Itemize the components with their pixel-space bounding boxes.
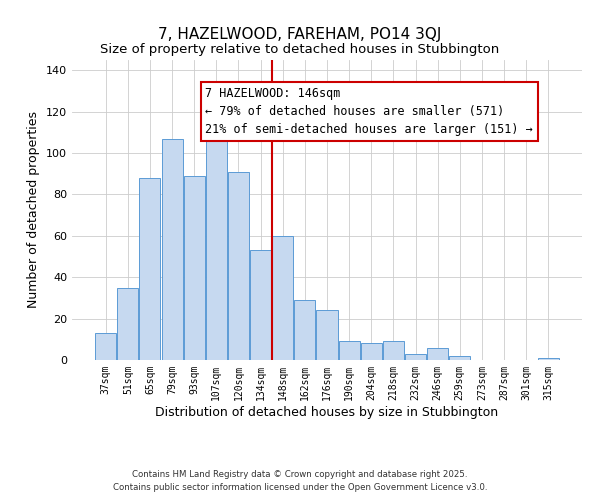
Y-axis label: Number of detached properties: Number of detached properties xyxy=(28,112,40,308)
Bar xyxy=(272,236,293,360)
Bar xyxy=(538,358,559,360)
Bar xyxy=(361,344,382,360)
Bar xyxy=(449,356,470,360)
Text: Size of property relative to detached houses in Stubbington: Size of property relative to detached ho… xyxy=(100,42,500,56)
Bar xyxy=(316,310,338,360)
Bar xyxy=(161,138,182,360)
Text: 7, HAZELWOOD, FAREHAM, PO14 3QJ: 7, HAZELWOOD, FAREHAM, PO14 3QJ xyxy=(158,28,442,42)
Bar xyxy=(228,172,249,360)
Bar xyxy=(295,300,316,360)
Bar xyxy=(338,342,359,360)
X-axis label: Distribution of detached houses by size in Stubbington: Distribution of detached houses by size … xyxy=(155,406,499,418)
Bar xyxy=(427,348,448,360)
Bar xyxy=(95,333,116,360)
Bar xyxy=(405,354,426,360)
Text: 7 HAZELWOOD: 146sqm
← 79% of detached houses are smaller (571)
21% of semi-detac: 7 HAZELWOOD: 146sqm ← 79% of detached ho… xyxy=(205,87,533,136)
Bar xyxy=(383,342,404,360)
Bar xyxy=(250,250,271,360)
Bar xyxy=(184,176,205,360)
Bar xyxy=(118,288,139,360)
Bar xyxy=(206,136,227,360)
Bar xyxy=(139,178,160,360)
Text: Contains HM Land Registry data © Crown copyright and database right 2025.
Contai: Contains HM Land Registry data © Crown c… xyxy=(113,470,487,492)
